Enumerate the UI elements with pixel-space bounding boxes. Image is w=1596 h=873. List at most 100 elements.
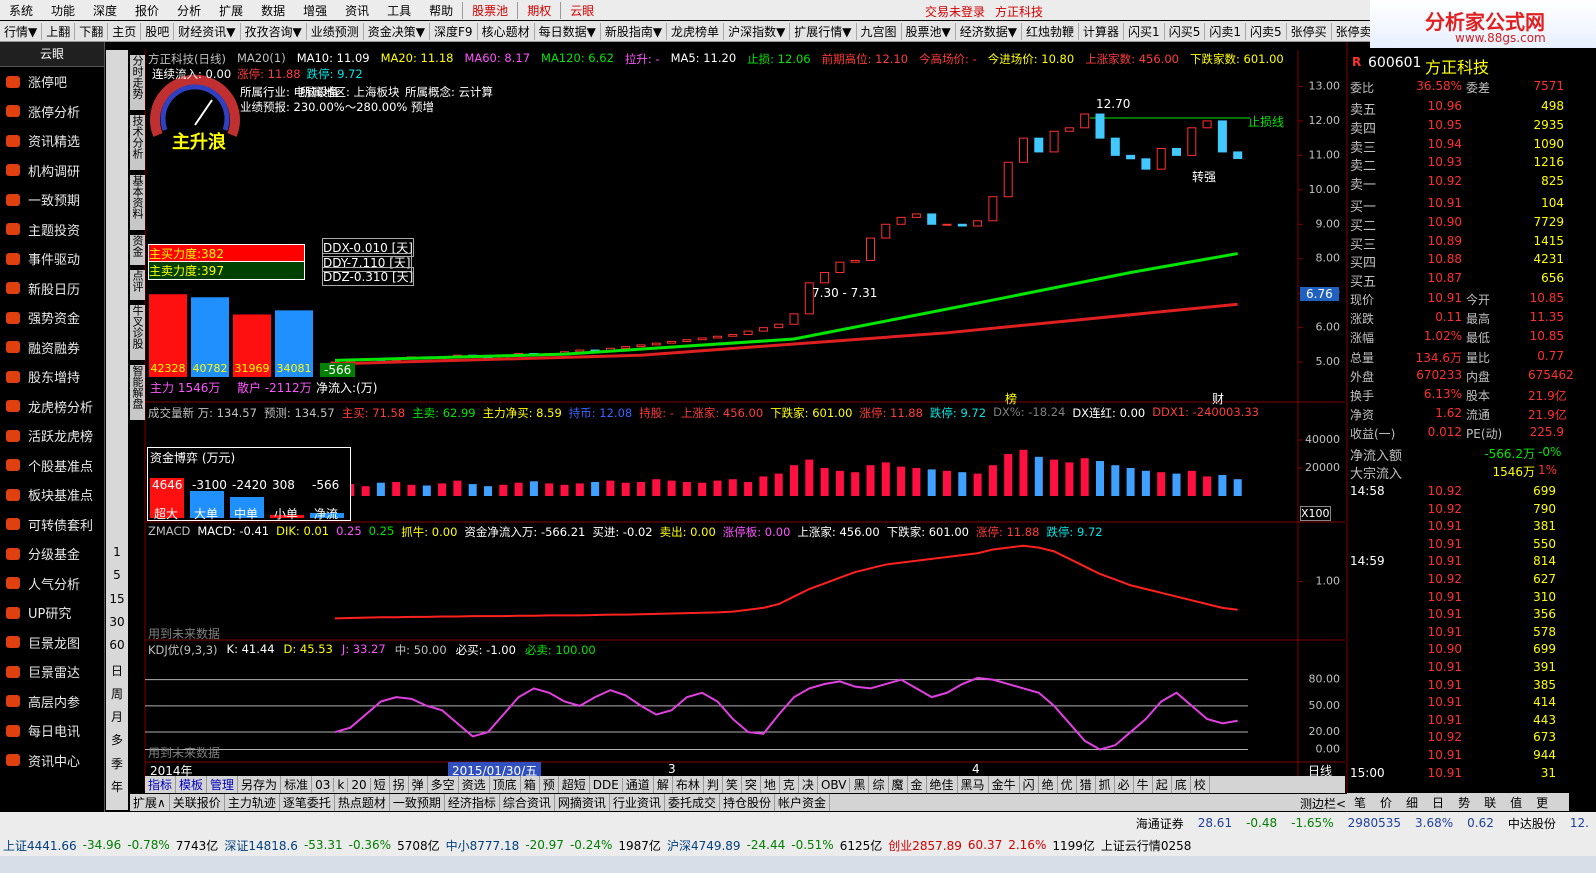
tab[interactable]: OBV — [818, 777, 851, 792]
tab[interactable]: 金 — [908, 776, 927, 793]
period-button[interactable]: 1 — [113, 545, 121, 559]
sidebar-item[interactable]: 龙虎榜分析 — [0, 392, 104, 422]
quote-tab[interactable]: 联 — [1484, 795, 1497, 810]
quote-tab[interactable]: 笔 — [1354, 795, 1367, 810]
tab[interactable]: 校 — [1191, 776, 1210, 793]
tab[interactable]: 资选 — [459, 776, 490, 793]
period-button[interactable]: 60 — [109, 638, 125, 653]
tab[interactable]: 综 — [869, 776, 889, 793]
view-tab[interactable]: 资金 — [130, 235, 145, 265]
period-button[interactable]: 季 — [110, 756, 123, 771]
tab[interactable]: 短 — [371, 776, 390, 793]
tab[interactable]: 关联报价 — [170, 794, 225, 811]
toolbar-button[interactable]: 业绩预测 — [307, 22, 364, 40]
toolbar-button[interactable]: 上翻 — [42, 22, 76, 40]
quote-tab[interactable]: 值 — [1510, 795, 1523, 810]
tab[interactable]: 通道 — [623, 776, 654, 793]
toolbar-button[interactable]: 张停买 — [1287, 22, 1332, 40]
sidebar-item[interactable]: 高层内参 — [0, 687, 104, 717]
sidebar-item[interactable]: 融资融券 — [0, 333, 104, 363]
tab[interactable]: 黑 — [850, 776, 870, 793]
toolbar-button[interactable]: 闪卖5 — [1246, 22, 1287, 40]
toolbar-button[interactable]: 深度F9 — [430, 22, 478, 40]
tab[interactable]: 决 — [799, 776, 818, 793]
sidebar-item[interactable]: 板块基准点 — [0, 480, 104, 510]
sidebar-item[interactable]: 强势资金 — [0, 303, 104, 333]
sidebar-item[interactable]: 新股日历 — [0, 274, 104, 304]
quote-tab[interactable]: 细 — [1406, 795, 1419, 810]
tab[interactable]: 解 — [654, 776, 673, 793]
menu-item[interactable]: 期权 — [517, 1, 560, 19]
toolbar-button[interactable]: 红烛勃鞭 — [1022, 22, 1080, 40]
sidebar-item[interactable]: 一致预期 — [0, 185, 104, 215]
menu-item[interactable]: 系统 — [9, 3, 34, 18]
tab[interactable]: 判 — [704, 776, 723, 793]
tab[interactable]: 管理 — [207, 776, 239, 793]
tab[interactable]: 猎 — [1077, 776, 1096, 793]
quote-tab[interactable]: 日 — [1432, 795, 1445, 810]
sidebar-item[interactable]: 可转债套利 — [0, 510, 104, 540]
sidebar-item[interactable]: 巨景龙图 — [0, 628, 104, 658]
menu-item[interactable]: 工具 — [387, 3, 412, 18]
toolbar-button[interactable]: 闪买1 — [1124, 22, 1165, 40]
toolbar-button[interactable]: 资金决策▼ — [364, 22, 431, 40]
tab[interactable]: DDE — [590, 777, 623, 792]
side-toggle[interactable]: 测边栏< — [1300, 797, 1347, 811]
toolbar-button[interactable]: 孜孜咨询▼ — [241, 22, 307, 40]
menu-item[interactable]: 分析 — [177, 3, 202, 18]
toolbar-button[interactable]: 财经资讯▼ — [174, 22, 241, 40]
tab[interactable]: 布林 — [673, 776, 704, 793]
tab[interactable]: 委托成交 — [665, 794, 720, 811]
sidebar-item[interactable]: 股东增持 — [0, 362, 104, 392]
sidebar-item[interactable]: UP研究 — [0, 598, 104, 628]
tab[interactable]: 预 — [540, 776, 559, 793]
tab[interactable]: 拐 — [390, 776, 409, 793]
period-button[interactable]: 周 — [110, 686, 123, 701]
tab[interactable]: k — [334, 777, 349, 792]
menu-item[interactable]: 深度 — [93, 3, 118, 18]
sidebar-item[interactable]: 分级基金 — [0, 539, 104, 569]
period-button[interactable]: 30 — [109, 614, 125, 629]
view-tab[interactable]: 智能解盘 — [130, 365, 145, 420]
toolbar-button[interactable]: 张停卖 — [1332, 23, 1370, 40]
tab[interactable]: 行业资讯 — [610, 794, 665, 811]
menu-item[interactable]: 报价 — [135, 3, 160, 18]
quote-tab[interactable]: 价 — [1380, 795, 1393, 810]
sidebar-item[interactable]: 主题投资 — [0, 215, 104, 245]
menu-item[interactable]: 股票池 — [462, 1, 517, 19]
tab[interactable]: 绝佳 — [927, 776, 958, 793]
period-button[interactable]: 15 — [109, 591, 125, 606]
toolbar-button[interactable]: 核心题材 — [478, 22, 535, 40]
tab[interactable]: 弹 — [409, 776, 428, 793]
tab[interactable]: 顶底 — [490, 776, 521, 793]
tab[interactable]: 闪 — [1020, 776, 1039, 793]
toolbar-button[interactable]: 九宫图 — [857, 22, 902, 40]
tab[interactable]: 另存为 — [238, 776, 282, 793]
period-button[interactable]: 5 — [113, 568, 121, 583]
tab[interactable]: 起 — [1153, 776, 1172, 793]
tab[interactable]: 魔 — [889, 776, 908, 793]
view-tab[interactable]: 牛叉诊股 — [130, 305, 145, 360]
tab[interactable]: 箱 — [521, 776, 540, 793]
tab[interactable]: 金牛 — [989, 776, 1020, 793]
sidebar-item[interactable]: 事件驱动 — [0, 244, 104, 274]
sidebar-item[interactable]: 资讯精选 — [0, 126, 104, 156]
toolbar-button[interactable]: 股吧 — [141, 22, 175, 40]
tab[interactable]: 底 — [1172, 776, 1191, 793]
tab[interactable]: 热点题材 — [335, 794, 390, 811]
menu-item[interactable]: 增强 — [303, 3, 328, 18]
tab[interactable]: 抓 — [1096, 776, 1115, 793]
toolbar-button[interactable]: 沪深指数▼ — [724, 22, 791, 40]
toolbar-button[interactable]: 每日数据▼ — [535, 22, 601, 40]
sidebar-item[interactable]: 涨停吧 — [0, 67, 104, 97]
tab[interactable]: 20 — [348, 777, 371, 792]
period-button[interactable]: 年 — [110, 780, 123, 794]
menu-item[interactable]: 帮助 — [429, 3, 454, 18]
toolbar-button[interactable]: 龙虎榜单 — [667, 22, 725, 40]
tab[interactable]: 笑 — [723, 776, 742, 793]
toolbar-button[interactable]: 扩展行情▼ — [790, 22, 857, 40]
view-tab[interactable]: 基本资料 — [130, 175, 145, 230]
tab[interactable]: 必 — [1115, 776, 1134, 793]
tab[interactable]: 主力轨迹 — [225, 794, 280, 811]
tab[interactable]: 综合资讯 — [500, 794, 555, 811]
